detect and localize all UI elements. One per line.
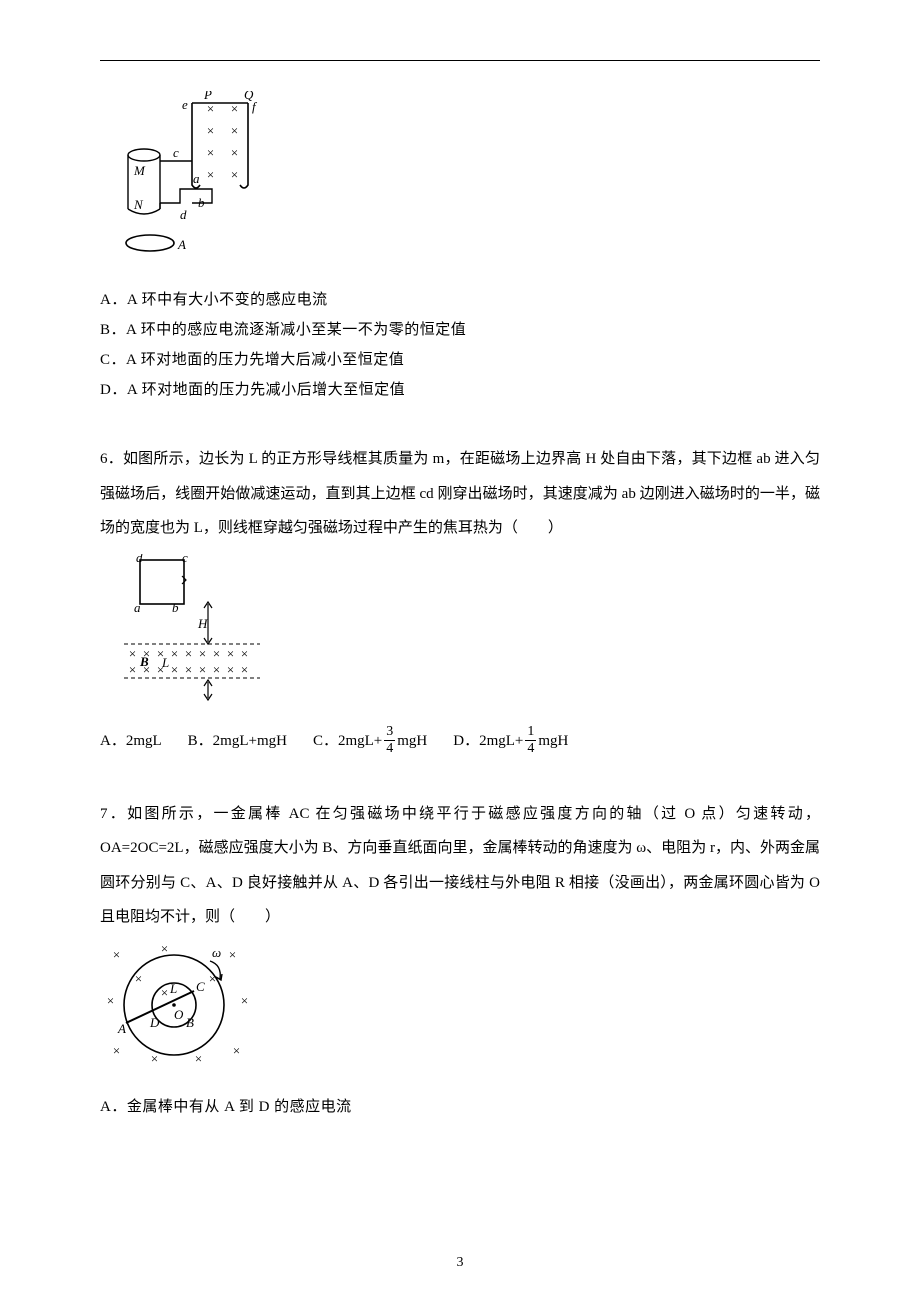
- svg-text:×: ×: [170, 662, 179, 677]
- svg-text:f: f: [252, 99, 258, 114]
- svg-text:×: ×: [206, 123, 215, 138]
- svg-text:A: A: [177, 237, 186, 252]
- q7-option-a: A．金属棒中有从 A 到 D 的感应电流: [100, 1095, 820, 1119]
- q5-option-a: A．A 环中有大小不变的感应电流: [100, 288, 820, 312]
- svg-text:P: P: [203, 91, 212, 102]
- svg-text:×: ×: [206, 145, 215, 160]
- svg-text:×: ×: [150, 1051, 159, 1066]
- svg-text:B: B: [139, 654, 149, 669]
- svg-text:M: M: [133, 163, 146, 178]
- svg-text:×: ×: [230, 123, 239, 138]
- svg-text:e: e: [182, 97, 188, 112]
- svg-text:×: ×: [106, 993, 115, 1008]
- q6-c-post: mgH: [397, 732, 427, 748]
- svg-text:A: A: [117, 1021, 126, 1036]
- svg-text:×: ×: [160, 943, 169, 956]
- svg-text:×: ×: [240, 662, 249, 677]
- svg-text:×: ×: [212, 662, 221, 677]
- svg-text:×: ×: [226, 646, 235, 661]
- q6-options: A．2mgL B．2mgL+mgH C．2mgL+34mgH D．2mgL+14…: [100, 726, 820, 757]
- svg-text:b: b: [172, 600, 179, 615]
- svg-text:×: ×: [240, 646, 249, 661]
- q6-c-pre: C．2mgL+: [313, 732, 382, 748]
- svg-text:B: B: [186, 1015, 194, 1030]
- q5-option-c: C．A 环对地面的压力先增大后减小至恒定值: [100, 348, 820, 372]
- fraction-icon: 34: [384, 725, 395, 756]
- svg-text:c: c: [182, 554, 188, 565]
- svg-text:×: ×: [170, 646, 179, 661]
- svg-text:×: ×: [112, 1043, 121, 1058]
- svg-text:×: ×: [198, 646, 207, 661]
- svg-text:L: L: [161, 655, 169, 670]
- q6-option-a: A．2mgL: [100, 729, 162, 753]
- svg-text:H: H: [197, 616, 208, 631]
- q6-option-d: D．2mgL+14mgH: [453, 726, 568, 757]
- svg-text:ω: ω: [212, 945, 221, 960]
- svg-text:×: ×: [128, 646, 137, 661]
- svg-text:×: ×: [226, 662, 235, 677]
- svg-text:c: c: [173, 145, 179, 160]
- svg-text:L: L: [169, 981, 177, 996]
- page-number: 3: [0, 1252, 920, 1274]
- svg-text:d: d: [136, 554, 143, 565]
- q5-figure: ×× ×× ×× ×× PQ ef c a b d M N: [120, 91, 820, 274]
- svg-text:×: ×: [212, 646, 221, 661]
- q6-stem: 6．如图所示，边长为 L 的正方形导线框其质量为 m，在距磁场上边界高 H 处自…: [100, 442, 820, 546]
- q6-option-b: B．2mgL+mgH: [188, 729, 287, 753]
- svg-text:×: ×: [184, 662, 193, 677]
- svg-text:×: ×: [128, 662, 137, 677]
- svg-text:×: ×: [184, 646, 193, 661]
- svg-text:a: a: [193, 171, 200, 186]
- q6-figure-svg: dc ab H ××××××××× ××××××××× B L: [120, 554, 280, 704]
- q6-d-post: mgH: [538, 732, 568, 748]
- q5-figure-svg: ×× ×× ×× ×× PQ ef c a b d M N: [120, 91, 290, 266]
- svg-text:×: ×: [230, 145, 239, 160]
- svg-text:×: ×: [112, 947, 121, 962]
- top-rule: [100, 60, 820, 61]
- fraction-icon: 14: [525, 725, 536, 756]
- svg-text:×: ×: [232, 1043, 241, 1058]
- svg-text:N: N: [133, 197, 144, 212]
- q7-stem: 7．如图所示，一金属棒 AC 在匀强磁场中绕平行于磁感应强度方向的轴（过 O 点…: [100, 797, 820, 935]
- svg-text:×: ×: [194, 1051, 203, 1066]
- svg-text:×: ×: [228, 947, 237, 962]
- svg-text:b: b: [198, 195, 205, 210]
- svg-text:d: d: [180, 207, 187, 222]
- q7-figure: ××× ×× ×××× ×× × A C O L D B ω: [100, 943, 820, 1081]
- q5-option-b: B．A 环中的感应电流逐渐减小至某一不为零的恒定值: [100, 318, 820, 342]
- svg-text:O: O: [174, 1007, 184, 1022]
- q6-option-c: C．2mgL+34mgH: [313, 726, 427, 757]
- svg-text:C: C: [196, 979, 205, 994]
- q5-option-d: D．A 环对地面的压力先减小后增大至恒定值: [100, 378, 820, 402]
- svg-text:D: D: [149, 1015, 160, 1030]
- svg-text:×: ×: [206, 167, 215, 182]
- svg-text:×: ×: [230, 167, 239, 182]
- q6-figure: dc ab H ××××××××× ××××××××× B L: [120, 554, 820, 712]
- svg-text:a: a: [134, 600, 141, 615]
- svg-text:×: ×: [240, 993, 249, 1008]
- q7-figure-svg: ××× ×× ×××× ×× × A C O L D B ω: [100, 943, 270, 1073]
- svg-text:×: ×: [198, 662, 207, 677]
- q6-d-pre: D．2mgL+: [453, 732, 523, 748]
- page: ×× ×× ×× ×× PQ ef c a b d M N: [0, 0, 920, 1302]
